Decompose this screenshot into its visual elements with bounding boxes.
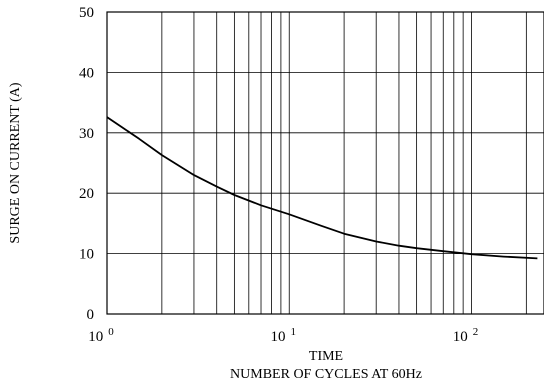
y-tick-label: 10 xyxy=(79,247,94,263)
y-axis-label: SURGE ON CURRENT (A) xyxy=(8,82,23,243)
plot-frame xyxy=(106,11,544,315)
y-tick-label: 40 xyxy=(79,65,94,81)
series-group xyxy=(106,116,538,260)
x-tick-label: 10 0 xyxy=(88,326,114,345)
y-tick-label: 30 xyxy=(79,126,94,142)
x-axis-sublabel: NUMBER OF CYCLES AT 60Hz xyxy=(230,367,422,382)
y-tick-label: 20 xyxy=(79,186,94,202)
surge-current-curve xyxy=(106,116,538,260)
grid-lines xyxy=(107,12,544,314)
y-tick-label: 50 xyxy=(79,5,94,21)
y-tick-label: 0 xyxy=(87,307,95,323)
axis-ticks: 0 10 20 30 40 50 10 0 10 1 10 2 xyxy=(79,5,478,345)
x-axis-label: TIME xyxy=(309,349,343,364)
x-tick-label: 10 2 xyxy=(453,326,479,345)
x-tick-label: 10 1 xyxy=(270,326,296,345)
